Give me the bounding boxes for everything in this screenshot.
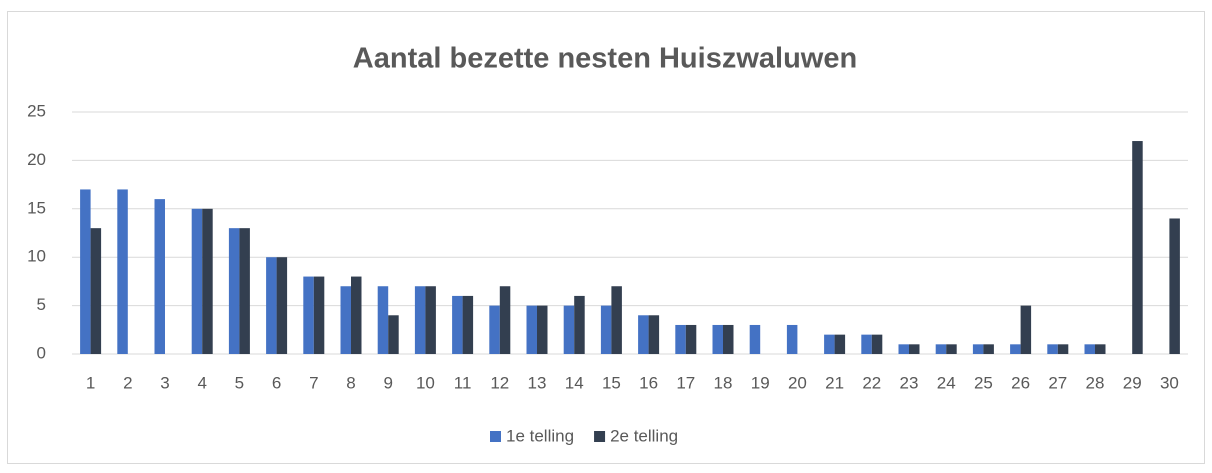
legend-swatch <box>490 431 501 442</box>
legend-swatch <box>594 431 606 442</box>
bar <box>414 286 426 354</box>
bar <box>685 324 697 354</box>
bar <box>834 334 846 354</box>
bar <box>90 228 102 354</box>
bar <box>351 276 362 354</box>
bar <box>1095 344 1106 354</box>
bar <box>983 344 994 354</box>
x-tick-label: 24 <box>937 373 956 392</box>
y-tick-label: 10 <box>27 247 46 266</box>
x-tick-label: 17 <box>676 373 695 392</box>
bar <box>191 208 203 354</box>
x-tick-label: 6 <box>272 373 281 392</box>
x-tick-label: 9 <box>383 373 392 392</box>
x-tick-label: 5 <box>235 373 244 392</box>
bar <box>313 276 325 354</box>
x-tick-label: 10 <box>416 373 435 392</box>
x-tick-label: 3 <box>160 373 169 392</box>
legend-label: 1e telling <box>506 426 574 445</box>
x-tick-label: 23 <box>900 373 919 392</box>
bar <box>861 334 872 354</box>
bar <box>946 344 957 354</box>
x-tick-label: 7 <box>309 373 318 392</box>
x-tick-label: 14 <box>565 373 584 392</box>
y-tick-label: 15 <box>27 198 46 217</box>
bar <box>1020 305 1032 354</box>
bar <box>228 228 240 354</box>
bar <box>1057 344 1069 354</box>
bar <box>638 315 649 354</box>
bar <box>1169 218 1180 354</box>
bar <box>648 315 660 354</box>
bar <box>909 344 920 354</box>
bar <box>574 295 585 354</box>
bar <box>898 344 909 354</box>
chart-title: Aantal bezette nesten Huiszwaluwen <box>353 43 857 75</box>
y-tick-label: 5 <box>37 295 46 314</box>
x-tick-label: 19 <box>751 373 770 392</box>
x-tick-label: 21 <box>825 373 844 392</box>
y-tick-label: 20 <box>27 150 46 169</box>
x-tick-label: 1 <box>86 373 95 392</box>
bar <box>239 228 250 354</box>
bar <box>600 305 612 354</box>
x-tick-label: 27 <box>1048 373 1067 392</box>
bar <box>340 286 351 354</box>
bar <box>1132 141 1143 354</box>
bar <box>80 189 91 354</box>
bar <box>563 305 575 354</box>
x-tick-label: 26 <box>1011 373 1030 392</box>
bar <box>749 324 761 354</box>
x-tick-label: 11 <box>454 373 472 392</box>
x-tick-label: 15 <box>602 373 621 392</box>
x-tick-label: 28 <box>1086 373 1105 392</box>
x-tick-label: 8 <box>346 373 355 392</box>
bar <box>935 344 947 354</box>
bar <box>786 324 798 354</box>
bar <box>303 276 314 354</box>
x-tick-label: 18 <box>714 373 733 392</box>
bar <box>276 257 288 354</box>
bar <box>723 324 734 354</box>
bar <box>117 189 128 354</box>
y-tick-label: 25 <box>27 101 46 120</box>
x-tick-label: 13 <box>528 373 547 392</box>
bar <box>266 257 277 354</box>
bar <box>425 286 436 354</box>
bar <box>1010 344 1021 354</box>
bar <box>526 305 537 354</box>
bar <box>489 305 500 354</box>
bar <box>675 324 686 354</box>
x-tick-label: 25 <box>974 373 993 392</box>
x-tick-label: 30 <box>1160 373 1179 392</box>
bar <box>871 334 883 354</box>
bar <box>1084 344 1095 354</box>
x-tick-label: 29 <box>1123 373 1142 392</box>
bar <box>1047 344 1058 354</box>
chart-border <box>7 11 1205 464</box>
bar <box>462 295 474 354</box>
bar <box>537 305 548 354</box>
bar <box>377 286 389 354</box>
x-tick-label: 2 <box>123 373 132 392</box>
x-tick-label: 22 <box>862 373 881 392</box>
bar <box>154 199 165 354</box>
bar <box>499 286 511 354</box>
x-tick-label: 4 <box>197 373 206 392</box>
bar <box>202 208 213 354</box>
x-tick-label: 12 <box>490 373 509 392</box>
bar <box>824 334 835 354</box>
legend-label: 2e telling <box>610 426 678 445</box>
x-tick-label: 20 <box>788 373 807 392</box>
y-tick-label: 0 <box>37 343 46 362</box>
bar <box>388 315 399 354</box>
bar <box>972 344 984 354</box>
bar <box>452 295 463 354</box>
x-tick-label: 16 <box>639 373 658 392</box>
bar <box>611 286 622 354</box>
bar <box>712 324 723 354</box>
